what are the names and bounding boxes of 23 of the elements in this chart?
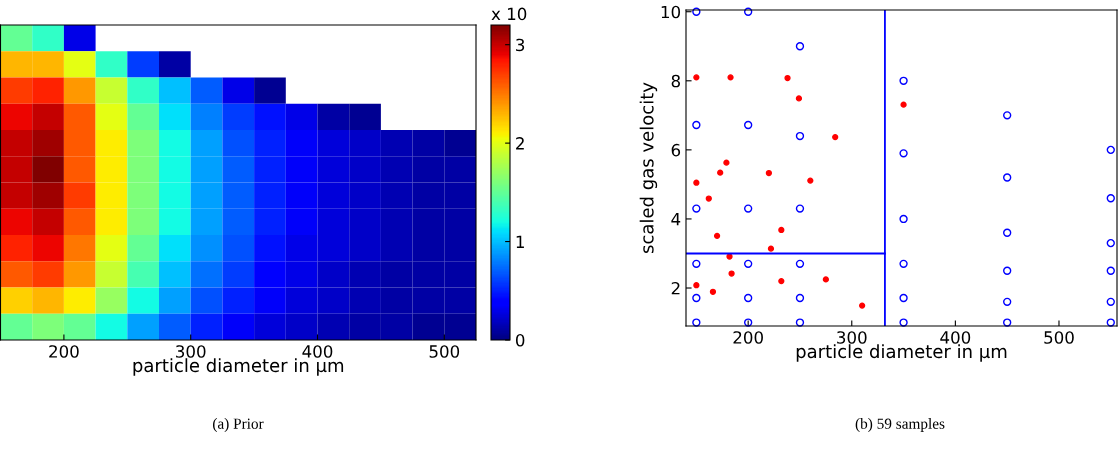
x-tick-label: 400 <box>940 331 971 344</box>
x-tick-label: 200 <box>733 331 763 344</box>
y-tick-label: 6 <box>671 143 681 157</box>
color-bar-label: 1 <box>516 235 524 248</box>
x-axis-title: particle diameter in µm <box>796 344 1007 362</box>
x-tick-label: 500 <box>429 345 460 358</box>
y-tick-label: 8 <box>671 74 680 88</box>
x-tick-label: 400 <box>302 345 333 358</box>
color-bar-title: x 10 <box>491 7 527 21</box>
text: (b) 59 samples <box>855 418 945 432</box>
color-bar-label: 3 <box>516 38 525 52</box>
x-axis-title: particle diameter in µm <box>133 358 344 376</box>
text: (a) Prior <box>213 418 264 432</box>
x-tick-label: 300 <box>837 331 867 344</box>
y-tick-label: 10 <box>661 5 681 19</box>
color-bar-label: 0 <box>515 333 525 347</box>
x-tick-label: 300 <box>176 345 206 358</box>
x-tick-label: 200 <box>49 345 79 358</box>
x-tick-label: 500 <box>1044 331 1074 344</box>
color-bar-label: 2 <box>516 137 524 150</box>
y-axis-title: scaled gas velocity <box>639 82 658 253</box>
y-tick-label: 4 <box>671 213 681 226</box>
y-tick-label: 2 <box>671 281 680 295</box>
